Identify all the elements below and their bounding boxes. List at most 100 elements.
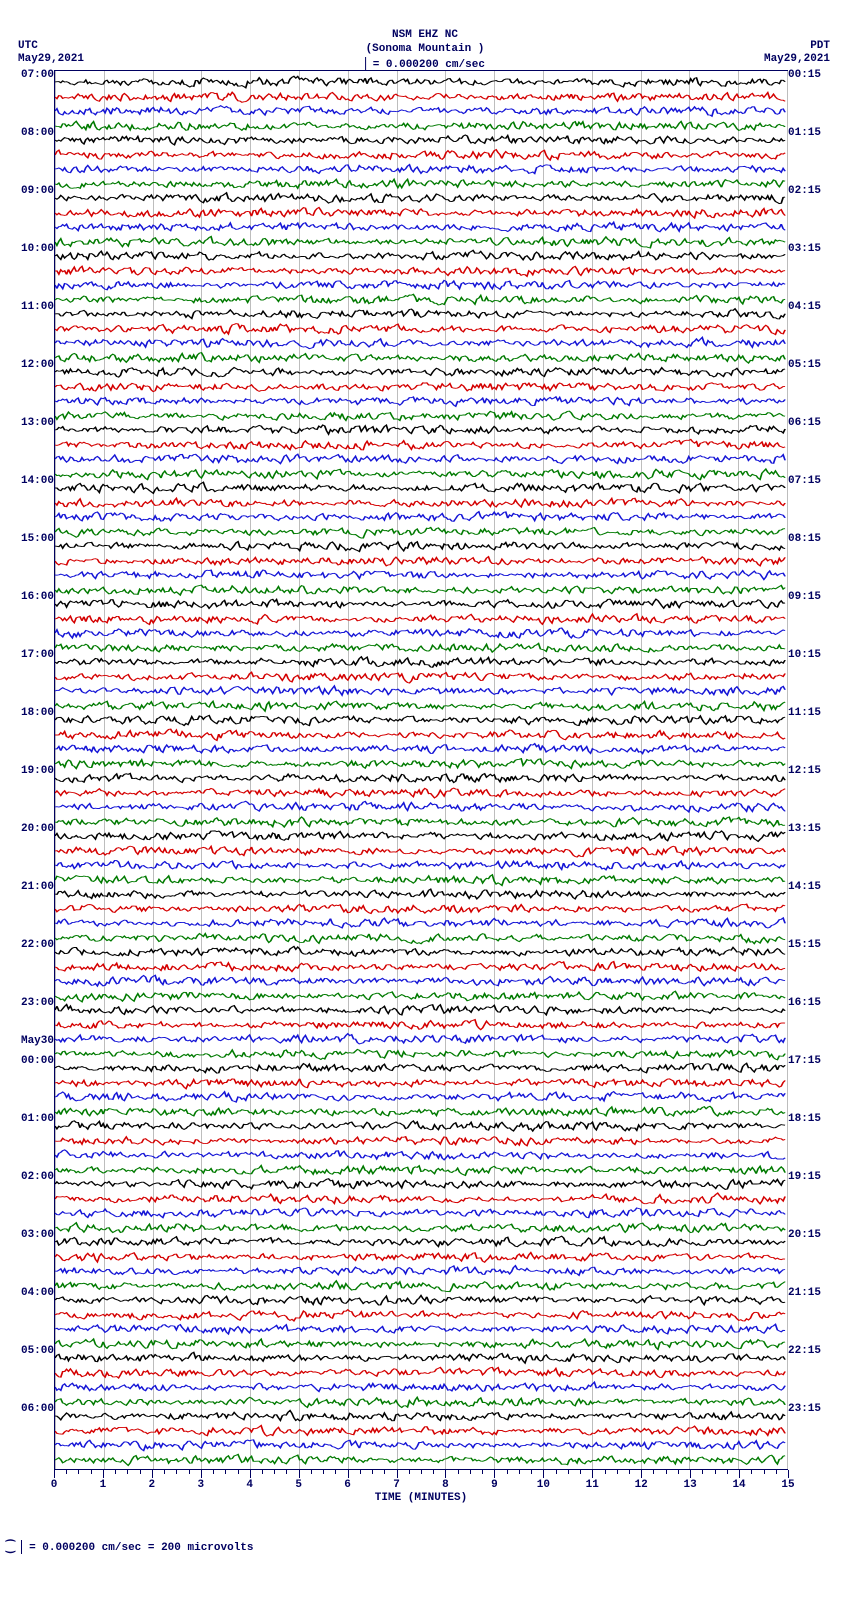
plot-area: 07:0008:0009:0010:0011:0012:0013:0014:00… — [0, 70, 850, 1500]
tick-minor — [629, 1470, 630, 1474]
time-label: 15:15 — [788, 939, 821, 951]
waveform-trace — [55, 655, 787, 669]
tick-label: 12 — [635, 1479, 648, 1491]
x-axis-title: TIME (MINUTES) — [375, 1492, 467, 1504]
waveform-trace — [55, 597, 787, 611]
waveform-trace — [55, 612, 787, 626]
time-label: 17:15 — [788, 1055, 821, 1067]
time-label: 11:00 — [21, 301, 54, 313]
tick-minor — [311, 1470, 312, 1474]
scale-bar-icon — [365, 57, 366, 71]
tick-minor — [274, 1470, 275, 1474]
time-label: 23:00 — [21, 997, 54, 1009]
waveform-trace — [55, 380, 787, 394]
tick-label: 11 — [586, 1479, 599, 1491]
time-label: 17:00 — [21, 649, 54, 661]
waveform-trace — [55, 133, 787, 147]
tick-major — [103, 1470, 104, 1478]
time-label: 18:00 — [21, 707, 54, 719]
time-label: 10:15 — [788, 649, 821, 661]
waveform-trace — [55, 235, 787, 249]
tick-major — [494, 1470, 495, 1478]
waveform-trace — [55, 554, 787, 568]
time-label: 22:15 — [788, 1345, 821, 1357]
tick-major — [788, 1470, 789, 1478]
tick-major — [201, 1470, 202, 1478]
header-left: UTC May29,2021 — [18, 40, 84, 66]
waveform-trace — [55, 1293, 787, 1307]
waveform-trace — [55, 206, 787, 220]
waveform-trace — [55, 1424, 787, 1438]
waveform-trace — [55, 1235, 787, 1249]
tick-major — [690, 1470, 691, 1478]
waveform-trace — [55, 1192, 787, 1206]
waveform-trace — [55, 467, 787, 481]
x-axis: TIME (MINUTES) 0123456789101112131415 — [54, 1470, 788, 1500]
tick-minor — [238, 1470, 239, 1474]
waveform-trace — [55, 1395, 787, 1409]
waveform-trace — [55, 1366, 787, 1380]
time-label: 22:00 — [21, 939, 54, 951]
tz-right: PDT — [764, 40, 830, 53]
time-label: 14:00 — [21, 475, 54, 487]
tick-minor — [164, 1470, 165, 1474]
tick-label: 7 — [393, 1479, 400, 1491]
tick-minor — [702, 1470, 703, 1474]
waveform-trace — [55, 1177, 787, 1191]
waveform-trace — [55, 771, 787, 785]
tick-minor — [666, 1470, 667, 1474]
tick-major — [397, 1470, 398, 1478]
time-label: 07:00 — [21, 69, 54, 81]
waveform-trace — [55, 322, 787, 336]
tick-major — [250, 1470, 251, 1478]
tick-minor — [470, 1470, 471, 1474]
waveform-trace — [55, 1061, 787, 1075]
waveform-trace — [55, 1163, 787, 1177]
tick-label: 2 — [149, 1479, 156, 1491]
waveform-trace — [55, 757, 787, 771]
tick-minor — [140, 1470, 141, 1474]
waveform-trace — [55, 670, 787, 684]
tick-minor — [323, 1470, 324, 1474]
tick-minor — [286, 1470, 287, 1474]
waveform-trace — [55, 1380, 787, 1394]
time-label: 05:00 — [21, 1345, 54, 1357]
tick-minor — [482, 1470, 483, 1474]
tick-minor — [372, 1470, 373, 1474]
tick-minor — [213, 1470, 214, 1474]
tick-major — [592, 1470, 593, 1478]
tick-minor — [458, 1470, 459, 1474]
time-label: 08:00 — [21, 127, 54, 139]
time-label: 07:15 — [788, 475, 821, 487]
waveform-trace — [55, 438, 787, 452]
waveform-trace — [55, 539, 787, 553]
waveform-trace — [55, 713, 787, 727]
waveform-trace — [55, 815, 787, 829]
time-label: May30 — [21, 1035, 54, 1047]
tick-minor — [384, 1470, 385, 1474]
seismogram-container: UTC May29,2021 NSM EHZ NC (Sonoma Mounta… — [0, 0, 850, 1564]
tick-minor — [764, 1470, 765, 1474]
tick-minor — [556, 1470, 557, 1474]
waveform-trace — [55, 1206, 787, 1220]
time-label: 12:00 — [21, 359, 54, 371]
waveform-trace — [55, 220, 787, 234]
tick-minor — [678, 1470, 679, 1474]
time-label: 03:00 — [21, 1229, 54, 1241]
waveform-trace — [55, 90, 787, 104]
waveform-trace — [55, 1018, 787, 1032]
tick-label: 3 — [197, 1479, 204, 1491]
waveform-trace — [55, 931, 787, 945]
time-label: 01:00 — [21, 1113, 54, 1125]
waveform-trace — [55, 510, 787, 524]
tick-minor — [115, 1470, 116, 1474]
waveform-trace — [55, 249, 787, 263]
waveform-trace — [55, 742, 787, 756]
waveform-trace — [55, 1337, 787, 1351]
time-label: 00:15 — [788, 69, 821, 81]
station-code: NSM EHZ NC — [365, 28, 485, 42]
tick-minor — [409, 1470, 410, 1474]
time-label: 21:15 — [788, 1287, 821, 1299]
footer: ⁐ = 0.000200 cm/sec = 200 microvolts — [0, 1500, 850, 1554]
waveform-trace — [55, 409, 787, 423]
